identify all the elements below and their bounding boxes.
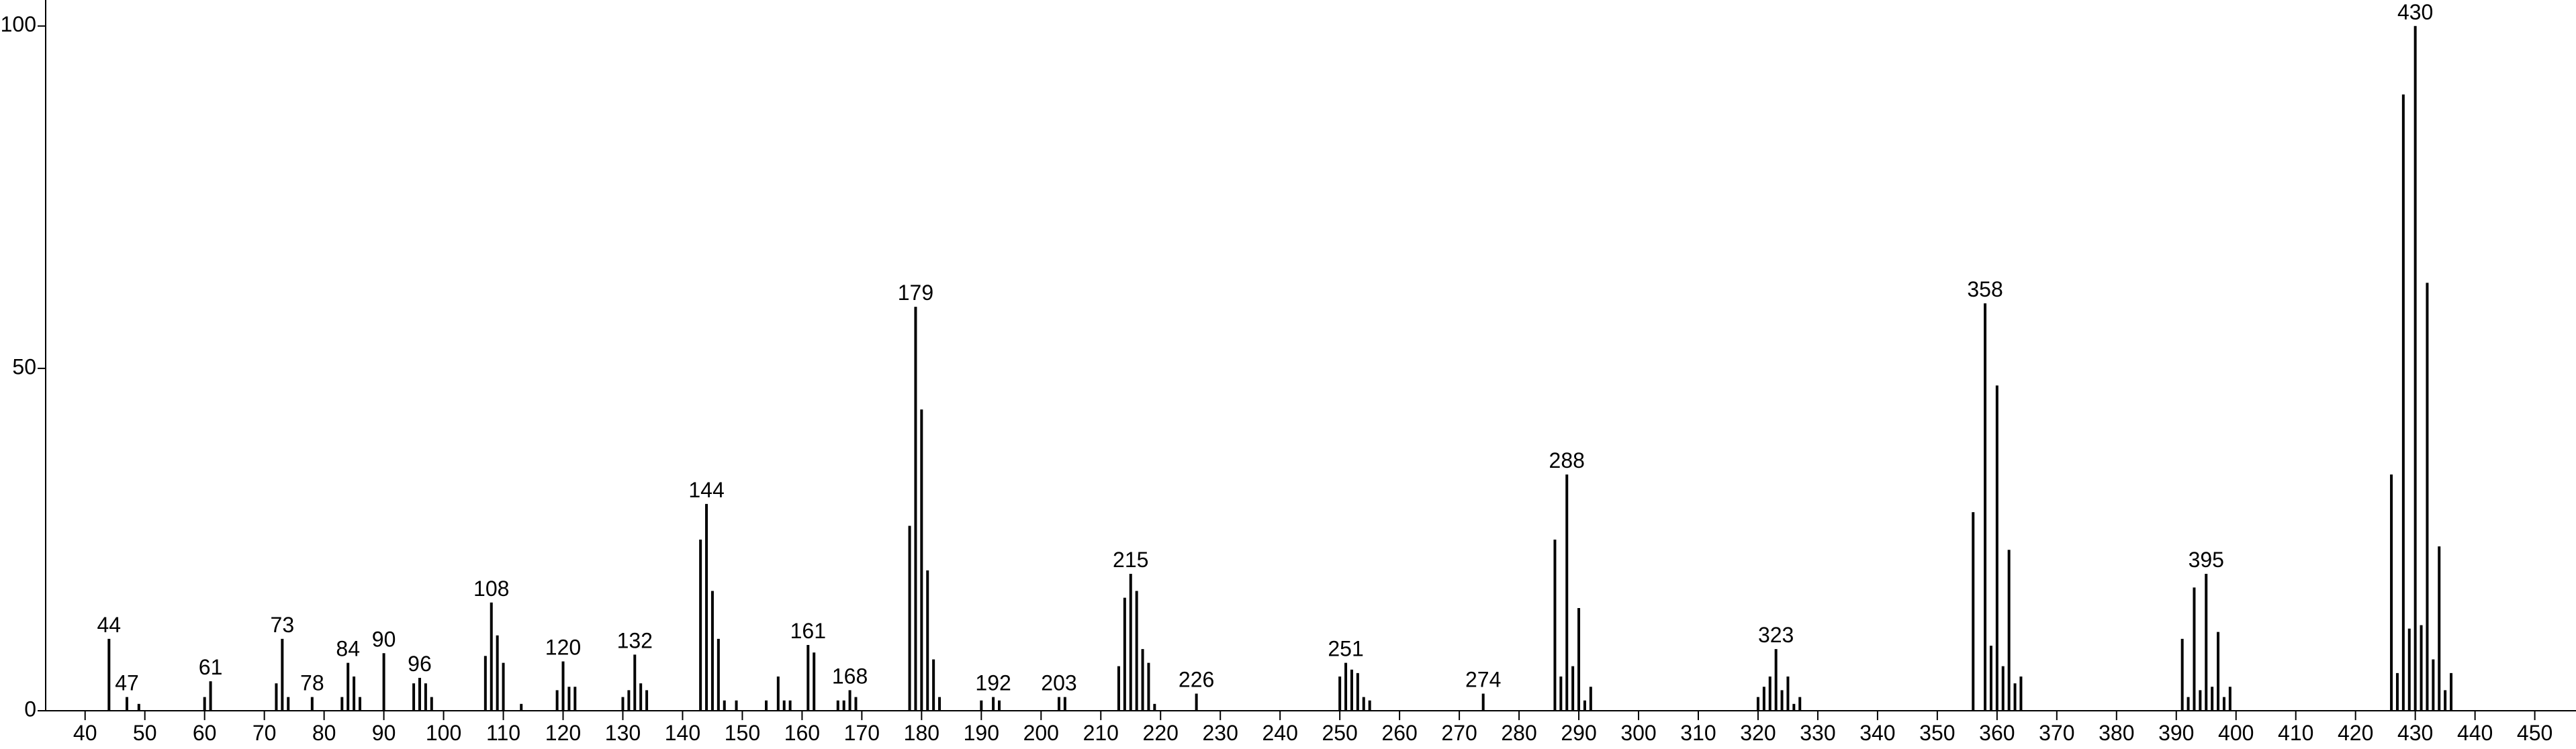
x-tick-label: 300: [1620, 721, 1656, 745]
x-tick-label: 130: [605, 721, 641, 745]
peak-label: 430: [2397, 0, 2433, 24]
peak-label: 132: [617, 628, 653, 652]
peak-label: 44: [97, 613, 122, 637]
x-tick-label: 400: [2218, 721, 2254, 745]
peak-label: 161: [790, 619, 826, 643]
x-tick-label: 280: [1501, 721, 1536, 745]
peak-label: 395: [2189, 548, 2224, 572]
x-tick-label: 60: [193, 721, 217, 745]
peak-label: 288: [1549, 448, 1585, 472]
x-tick-label: 110: [486, 721, 520, 745]
x-tick-label: 170: [844, 721, 880, 745]
peak-label: 358: [1967, 277, 2003, 301]
x-tick-label: 420: [2338, 721, 2373, 745]
peak-label: 96: [408, 652, 432, 676]
y-tick-label: 50: [12, 354, 36, 379]
x-tick-label: 360: [1979, 721, 2015, 745]
x-tick-label: 370: [2039, 721, 2074, 745]
peak-label: 47: [115, 671, 139, 695]
peak-label: 168: [832, 664, 868, 688]
y-tick-label: 0: [24, 697, 36, 721]
peak-label: 84: [336, 637, 360, 661]
x-tick-label: 70: [252, 721, 277, 745]
x-tick-label: 80: [312, 721, 336, 745]
y-tick-label: 100: [1, 12, 36, 36]
peak-label: 179: [898, 281, 933, 305]
x-tick-label: 210: [1083, 721, 1119, 745]
x-tick-label: 290: [1561, 721, 1596, 745]
x-tick-label: 240: [1262, 721, 1297, 745]
peak-label: 226: [1179, 667, 1214, 691]
peak-label: 120: [545, 636, 581, 660]
x-tick-label: 410: [2278, 721, 2313, 745]
peak-label: 61: [199, 655, 223, 679]
x-tick-label: 220: [1143, 721, 1179, 745]
peak-label: 323: [1758, 623, 1794, 647]
x-tick-label: 180: [904, 721, 939, 745]
x-tick-label: 350: [1919, 721, 1955, 745]
x-tick-label: 50: [133, 721, 157, 745]
x-tick-label: 160: [784, 721, 820, 745]
x-tick-label: 230: [1203, 721, 1238, 745]
peak-label: 78: [300, 671, 324, 695]
x-tick-label: 380: [2099, 721, 2134, 745]
x-tick-label: 310: [1680, 721, 1716, 745]
x-tick-label: 40: [73, 721, 97, 745]
x-tick-label: 150: [725, 721, 760, 745]
x-tick-label: 330: [1800, 721, 1835, 745]
x-tick-label: 340: [1859, 721, 1895, 745]
x-tick-label: 190: [964, 721, 999, 745]
x-tick-label: 140: [665, 721, 700, 745]
peak-label: 215: [1113, 548, 1148, 572]
x-tick-label: 260: [1381, 721, 1417, 745]
x-tick-label: 120: [545, 721, 581, 745]
x-tick-label: 100: [426, 721, 461, 745]
x-tick-label: 200: [1023, 721, 1059, 745]
x-tick-label: 250: [1322, 721, 1357, 745]
peak-label: 108: [473, 577, 509, 601]
x-tick-label: 440: [2457, 721, 2493, 745]
peak-label: 144: [688, 478, 724, 502]
peak-label: 192: [975, 671, 1011, 695]
peak-label: 274: [1465, 667, 1501, 691]
x-tick-label: 90: [372, 721, 396, 745]
x-tick-label: 320: [1740, 721, 1776, 745]
x-tick-label: 270: [1441, 721, 1477, 745]
x-tick-label: 430: [2397, 721, 2433, 745]
x-tick-label: 390: [2158, 721, 2194, 745]
peak-label: 90: [372, 627, 396, 651]
peak-label: 73: [271, 613, 295, 637]
peak-label: 203: [1041, 671, 1076, 695]
x-tick-label: 450: [2517, 721, 2552, 745]
peak-label: 251: [1328, 637, 1363, 661]
